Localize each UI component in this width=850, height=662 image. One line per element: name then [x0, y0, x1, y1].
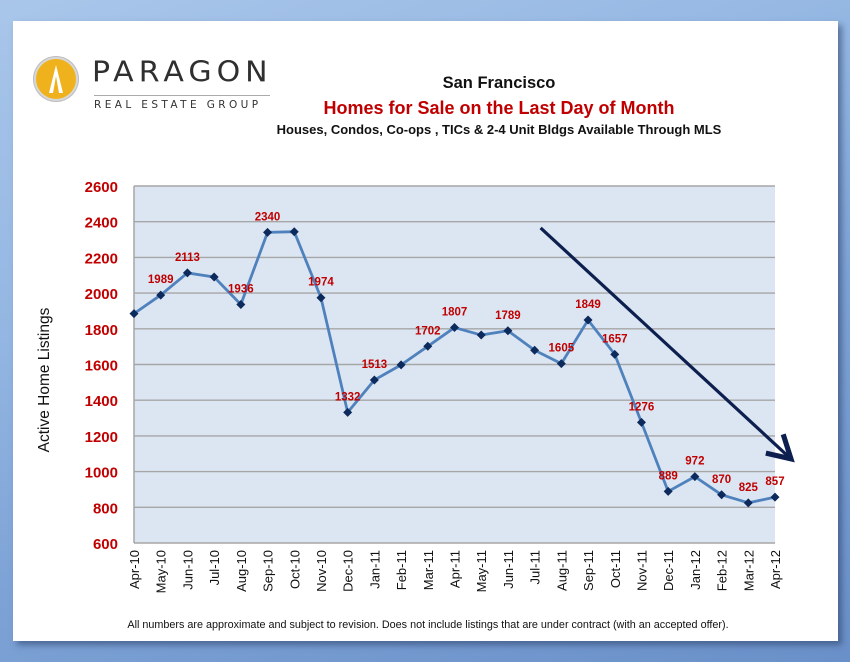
x-tick-label: May-11	[474, 550, 489, 592]
y-tick-label: 800	[93, 500, 118, 517]
data-label: 825	[739, 482, 759, 494]
y-tick-label: 2000	[85, 286, 118, 303]
data-label: 1605	[549, 343, 575, 355]
x-tick-label: Apr-11	[448, 550, 463, 588]
data-point-marker	[316, 293, 326, 303]
x-tick-label: Aug-11	[554, 550, 569, 591]
y-tick-label: 600	[93, 536, 118, 553]
logo-brand-name: PARAGON	[92, 55, 273, 90]
data-point-marker	[156, 290, 166, 300]
data-point-marker	[583, 315, 593, 325]
x-tick-label: Apr-10	[127, 550, 142, 589]
footer-note: All numbers are approximate and subject …	[127, 619, 728, 631]
data-label: 1657	[602, 333, 628, 345]
data-point-marker	[530, 345, 540, 355]
data-label: 972	[685, 456, 704, 468]
data-point-marker	[610, 349, 620, 359]
x-tick-label: Jan-12	[688, 550, 703, 590]
data-point-marker	[636, 417, 646, 427]
x-tick-label: Nov-10	[314, 550, 329, 592]
data-point-marker	[450, 323, 459, 333]
x-tick-label: Aug-10	[234, 550, 249, 592]
data-label: 2340	[255, 211, 281, 223]
data-point-marker	[717, 490, 727, 500]
data-label: 1332	[335, 391, 361, 403]
y-tick-label: 1800	[85, 322, 118, 339]
data-label: 870	[712, 474, 731, 486]
y-tick-label: 1400	[85, 393, 118, 410]
x-tick-label: Oct-10	[287, 550, 302, 589]
data-label: 1936	[228, 284, 254, 296]
y-axis-label: Active Home Listings	[36, 307, 53, 452]
y-tick-label: 1000	[85, 465, 118, 482]
data-point-marker	[503, 326, 513, 336]
data-point-marker	[343, 407, 353, 417]
data-label: 1849	[575, 299, 601, 311]
data-point-marker	[770, 492, 780, 502]
logo-tagline: REAL ESTATE GROUP	[94, 99, 262, 111]
x-tick-label: Apr-12	[768, 550, 783, 589]
data-point-marker	[423, 341, 433, 351]
data-point-marker	[663, 486, 673, 496]
chart-subtitle-2: Houses, Condos, Co-ops , TICs & 2-4 Unit…	[277, 122, 722, 137]
data-label: 1789	[495, 310, 521, 322]
x-tick-label: Oct-11	[608, 550, 623, 588]
chart-subtitle: Homes for Sale on the Last Day of Month	[323, 98, 674, 118]
data-point-marker	[209, 272, 219, 282]
data-point-marker	[182, 268, 192, 278]
data-point-marker	[369, 375, 379, 385]
x-tick-label: May-10	[154, 550, 169, 593]
y-tick-label: 2600	[85, 179, 118, 196]
chart-title: San Francisco	[443, 74, 556, 92]
data-point-marker	[236, 300, 246, 310]
data-label: 2113	[175, 252, 200, 264]
x-tick-label: Sep-11	[581, 550, 596, 591]
x-tick-label: Dec-10	[341, 550, 356, 592]
x-tick-label: Feb-11	[394, 550, 409, 590]
data-point-marker	[289, 227, 299, 237]
x-tick-label: Jun-10	[180, 550, 195, 590]
y-tick-label: 1200	[85, 429, 118, 446]
data-point-marker	[556, 359, 566, 369]
y-tick-label: 2400	[85, 215, 118, 232]
logo-emblem-icon	[34, 57, 78, 101]
x-tick-label: Jul-11	[528, 550, 543, 584]
data-label: 1974	[308, 277, 334, 289]
trend-arrow	[539, 226, 795, 463]
x-tick-label: Mar-12	[741, 550, 756, 591]
x-tick-label: Jun-11	[501, 550, 516, 589]
data-label: 1807	[442, 307, 468, 319]
data-label: 1989	[148, 274, 174, 286]
data-label: 857	[765, 476, 784, 488]
data-label: 1276	[629, 401, 655, 413]
x-tick-label: Nov-11	[634, 550, 649, 591]
x-tick-label: Mar-11	[421, 550, 436, 590]
data-label: 889	[659, 470, 678, 482]
logo-divider	[94, 95, 270, 96]
data-point-marker	[263, 227, 273, 237]
x-tick-label: Sep-10	[261, 550, 276, 592]
data-point-marker	[743, 498, 753, 508]
y-tick-label: 2200	[85, 250, 118, 267]
data-label: 1702	[415, 325, 441, 337]
x-tick-label: Jul-10	[207, 550, 222, 585]
data-point-marker	[129, 309, 139, 319]
data-point-marker	[476, 330, 486, 340]
x-tick-label: Dec-11	[661, 550, 676, 591]
y-tick-label: 1600	[85, 358, 118, 375]
x-tick-label: Feb-12	[715, 550, 730, 591]
x-tick-label: Jan-11	[367, 550, 382, 589]
data-label: 1513	[362, 359, 388, 371]
data-point-marker	[396, 360, 406, 370]
data-point-marker	[690, 472, 700, 482]
